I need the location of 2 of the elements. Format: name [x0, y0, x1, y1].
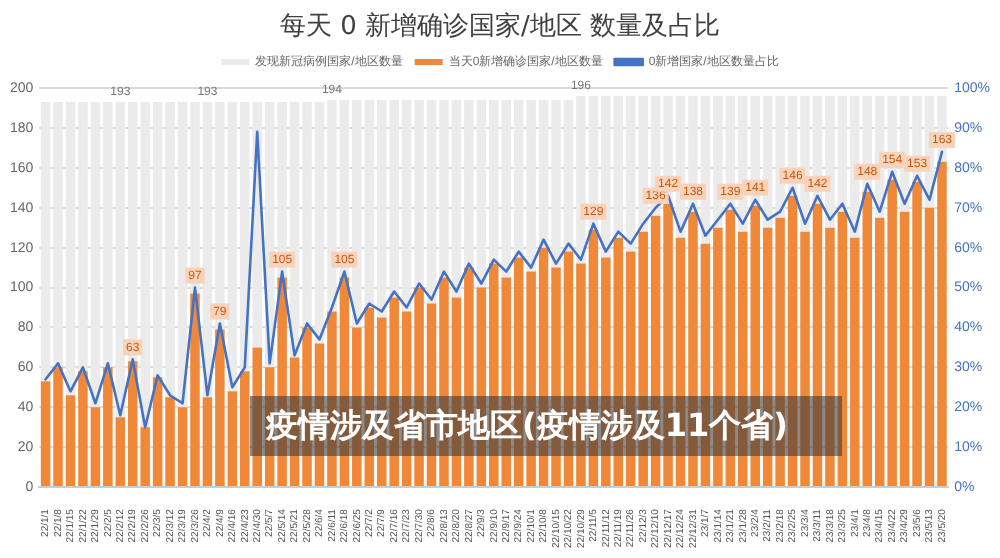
annotation: 疫情涉及省市地区(疫情涉及11个省)	[250, 396, 842, 456]
chart-title: 每天 0 新增确诊国家/地区 数量及占比	[277, 10, 723, 44]
